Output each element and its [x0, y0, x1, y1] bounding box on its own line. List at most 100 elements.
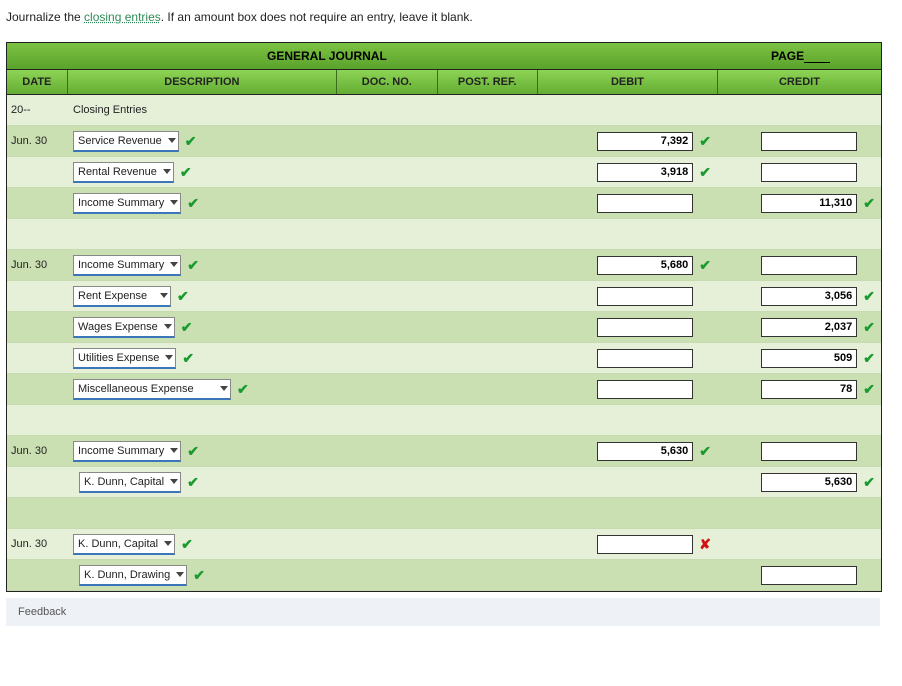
table-row: Miscellaneous Expense ✔ ✔ ✔	[7, 374, 881, 405]
check-icon: ✔	[863, 195, 875, 212]
credit-input[interactable]	[761, 194, 857, 213]
account-select[interactable]: Utilities Expense	[73, 348, 176, 369]
credit-input[interactable]	[761, 442, 857, 461]
check-icon: ✔	[177, 288, 189, 305]
check-icon: ✔	[187, 195, 199, 212]
table-row: Utilities Expense ✔ ✔ ✔	[7, 343, 881, 374]
credit-input[interactable]	[761, 132, 857, 151]
check-icon: ✔	[863, 288, 875, 305]
check-icon: ✔	[182, 350, 194, 367]
check-icon: ✔	[699, 133, 711, 150]
check-icon: ✔	[181, 319, 193, 336]
account-select[interactable]: Income Summary	[73, 193, 181, 214]
instruction-suffix: . If an amount box does not require an e…	[161, 10, 473, 24]
journal-page-label: PAGE	[771, 49, 881, 63]
table-row	[7, 219, 881, 250]
account-select[interactable]: K. Dunn, Drawing	[79, 565, 187, 586]
check-icon: ✔	[185, 133, 197, 150]
table-row: 20-- Closing Entries	[7, 95, 881, 126]
check-icon: ✔	[187, 257, 199, 274]
debit-input[interactable]	[597, 380, 693, 399]
account-select[interactable]: Wages Expense	[73, 317, 175, 338]
table-row: Rental Revenue ✔ ✔ ✔	[7, 157, 881, 188]
check-icon: ✔	[699, 257, 711, 274]
header-debit: DEBIT	[538, 70, 718, 94]
closing-entries-heading: Closing Entries	[73, 104, 147, 116]
credit-input[interactable]	[761, 473, 857, 492]
check-icon: ✔	[187, 443, 199, 460]
date-label: Jun. 30	[11, 538, 47, 550]
chevron-down-icon	[164, 541, 172, 546]
credit-input[interactable]	[761, 256, 857, 275]
table-row: Income Summary ✔ ✔ ✔	[7, 188, 881, 219]
debit-input[interactable]	[597, 318, 693, 337]
table-row	[7, 498, 881, 529]
check-icon: ✔	[863, 319, 875, 336]
account-select[interactable]: Miscellaneous Expense	[73, 379, 231, 400]
credit-input[interactable]	[761, 349, 857, 368]
account-select[interactable]: K. Dunn, Capital	[73, 534, 175, 555]
credit-input[interactable]	[761, 566, 857, 585]
debit-input[interactable]	[597, 256, 693, 275]
chevron-down-icon	[160, 293, 168, 298]
account-select[interactable]: Service Revenue	[73, 131, 179, 152]
journal-header-row: DATE DESCRIPTION DOC. NO. POST. REF. DEB…	[7, 70, 881, 95]
check-icon: ✔	[863, 381, 875, 398]
table-row: Jun. 30 Income Summary ✔ ✔ ✔	[7, 250, 881, 281]
general-journal-table: GENERAL JOURNAL PAGE DATE DESCRIPTION DO…	[6, 42, 882, 592]
account-select[interactable]: Rental Revenue	[73, 162, 174, 183]
chevron-down-icon	[220, 386, 228, 391]
table-row: K. Dunn, Drawing ✔ ✔	[7, 560, 881, 591]
table-row: Wages Expense ✔ ✔ ✔	[7, 312, 881, 343]
table-row: Rent Expense ✔ ✔ ✔	[7, 281, 881, 312]
check-icon: ✔	[699, 443, 711, 460]
feedback-button[interactable]: Feedback	[6, 598, 880, 626]
credit-input[interactable]	[761, 380, 857, 399]
chevron-down-icon	[170, 479, 178, 484]
chevron-down-icon	[170, 448, 178, 453]
instruction-prefix: Journalize the	[6, 10, 84, 24]
debit-input[interactable]	[597, 287, 693, 306]
table-row	[7, 405, 881, 436]
table-row: Jun. 30 Service Revenue ✔ ✔ ✔	[7, 126, 881, 157]
header-date: DATE	[7, 70, 68, 94]
debit-input[interactable]	[597, 132, 693, 151]
table-row: K. Dunn, Capital ✔ ✔	[7, 467, 881, 498]
header-doc: DOC. NO.	[337, 70, 437, 94]
date-label: Jun. 30	[11, 135, 47, 147]
debit-input[interactable]	[597, 163, 693, 182]
chevron-down-icon	[164, 324, 172, 329]
debit-input[interactable]	[597, 442, 693, 461]
check-icon: ✔	[180, 164, 192, 181]
chevron-down-icon	[170, 262, 178, 267]
chevron-down-icon	[170, 200, 178, 205]
date-label: Jun. 30	[11, 445, 47, 457]
check-icon: ✔	[181, 536, 193, 553]
table-row: Jun. 30 K. Dunn, Capital ✔ ✘	[7, 529, 881, 560]
credit-input[interactable]	[761, 318, 857, 337]
table-row: Jun. 30 Income Summary ✔ ✔ ✔	[7, 436, 881, 467]
chevron-down-icon	[165, 355, 173, 360]
check-icon: ✔	[863, 474, 875, 491]
header-credit: CREDIT	[718, 70, 881, 94]
account-select[interactable]: K. Dunn, Capital	[79, 472, 181, 493]
debit-input[interactable]	[597, 349, 693, 368]
check-icon: ✔	[193, 567, 205, 584]
account-select[interactable]: Income Summary	[73, 441, 181, 462]
debit-input[interactable]	[597, 535, 693, 554]
credit-input[interactable]	[761, 287, 857, 306]
chevron-down-icon	[163, 169, 171, 174]
journal-title-row: GENERAL JOURNAL PAGE	[7, 43, 881, 70]
closing-entries-link[interactable]: closing entries	[84, 10, 161, 24]
credit-input[interactable]	[761, 163, 857, 182]
check-icon: ✔	[699, 164, 711, 181]
chevron-down-icon	[168, 138, 176, 143]
date-label: Jun. 30	[11, 259, 47, 271]
account-select[interactable]: Income Summary	[73, 255, 181, 276]
instruction-text: Journalize the closing entries. If an am…	[6, 10, 896, 24]
account-select[interactable]: Rent Expense	[73, 286, 171, 307]
check-icon: ✔	[187, 474, 199, 491]
x-icon: ✘	[699, 536, 711, 553]
debit-input[interactable]	[597, 194, 693, 213]
check-icon: ✔	[863, 350, 875, 367]
